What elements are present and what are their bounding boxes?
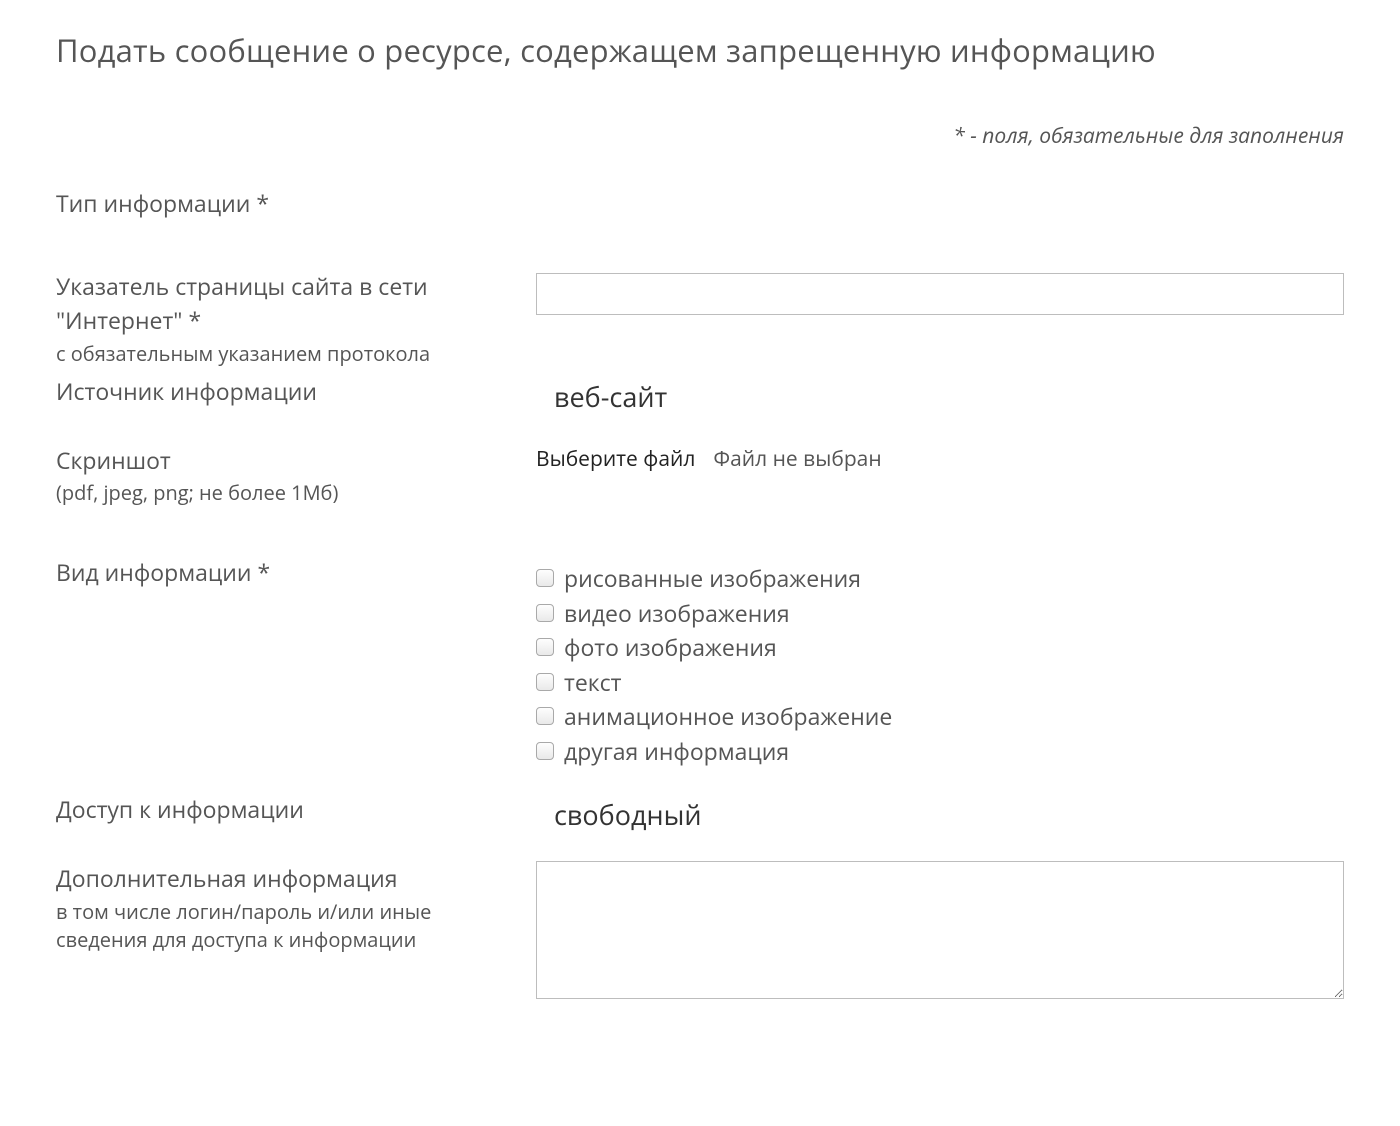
checkbox-icon (536, 638, 554, 656)
kind-label: Вид информации * (56, 555, 512, 590)
checkbox-icon (536, 742, 554, 760)
checkbox-icon (536, 604, 554, 622)
screenshot-hint: (pdf, jpeg, png; не более 1Мб) (56, 479, 512, 507)
source-select[interactable]: веб-сайт (536, 374, 1344, 415)
kind-option-photo[interactable]: фото изображения (536, 630, 1344, 665)
kind-option-label: другая информация (564, 734, 789, 769)
file-status-text: Файл не выбран (713, 445, 881, 473)
checkbox-icon (536, 569, 554, 587)
checkbox-icon (536, 707, 554, 725)
page-title: Подать сообщение о ресурсе, содержащем з… (56, 30, 1344, 72)
kind-option-video[interactable]: видео изображения (536, 596, 1344, 631)
access-label: Доступ к информации (56, 792, 512, 827)
source-label: Источник информации (56, 374, 512, 409)
kind-checkbox-list: рисованные изображения видео изображения… (536, 555, 1344, 768)
info-type-label: Тип информации * (56, 186, 512, 221)
kind-option-other[interactable]: другая информация (536, 734, 1344, 769)
additional-hint: в том числе логин/пароль и/или иные свед… (56, 898, 512, 954)
kind-option-label: рисованные изображения (564, 561, 861, 596)
kind-option-label: видео изображения (564, 596, 790, 631)
required-fields-note: * - поля, обязательные для заполнения (56, 122, 1344, 150)
additional-label: Дополнительная информация (56, 861, 512, 896)
kind-option-label: анимационное изображение (564, 699, 892, 734)
url-hint: с обязательным указанием протокола (56, 340, 512, 368)
url-input[interactable] (536, 273, 1344, 315)
kind-option-animation[interactable]: анимационное изображение (536, 699, 1344, 734)
url-label: Указатель страницы сайта в сети "Интерне… (56, 269, 512, 338)
kind-option-drawn[interactable]: рисованные изображения (536, 561, 1344, 596)
additional-textarea[interactable] (536, 861, 1344, 999)
file-choose-button[interactable]: Выберите файл (536, 445, 695, 473)
kind-option-text[interactable]: текст (536, 665, 1344, 700)
kind-option-label: фото изображения (564, 630, 777, 665)
screenshot-label: Скриншот (56, 443, 512, 478)
access-select[interactable]: свободный (536, 792, 1344, 833)
kind-option-label: текст (564, 665, 621, 700)
checkbox-icon (536, 673, 554, 691)
